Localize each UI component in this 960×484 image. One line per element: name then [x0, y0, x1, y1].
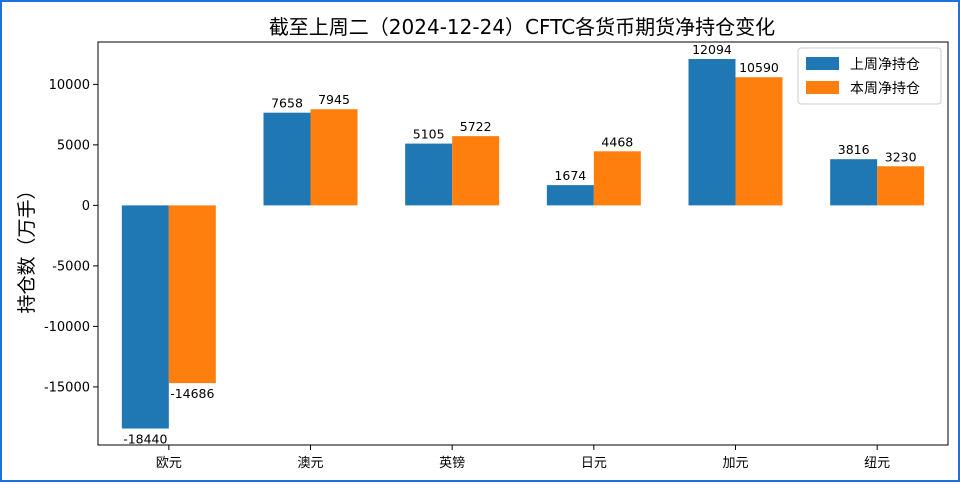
data-label: 5722 [460, 119, 492, 134]
bar [405, 143, 453, 206]
x-tick-label: 澳元 [297, 455, 323, 471]
y-tick-label: -10000 [44, 320, 90, 335]
data-label: 7658 [271, 96, 303, 111]
x-tick-label: 日元 [581, 456, 607, 471]
bar [735, 77, 783, 206]
y-tick-label: -15000 [44, 380, 90, 395]
legend-swatch [806, 81, 839, 94]
legend-label: 本周净持仓 [850, 81, 920, 97]
x-tick-label: 纽元 [864, 456, 890, 471]
y-tick-label: 10000 [49, 78, 90, 93]
bar [310, 109, 358, 206]
plot-area: -15000 -10000 -5000 0 5000 10000 -18440 7658 510… [44, 41, 949, 471]
y-tick-label: 0 [82, 199, 90, 214]
bar [877, 166, 925, 206]
x-tick-label: 英镑 [439, 455, 465, 471]
bar [452, 136, 500, 206]
bar [263, 112, 311, 206]
y-axis-label: 持仓数（万手） [16, 180, 38, 313]
bar [121, 205, 169, 429]
legend-swatch [806, 57, 839, 70]
data-label: 4468 [601, 134, 633, 149]
data-label: 3816 [838, 142, 870, 157]
axes-frame [97, 41, 949, 446]
data-label: 7945 [318, 92, 350, 107]
data-label: 1674 [554, 168, 586, 183]
legend-label: 上周净持仓 [850, 57, 920, 73]
bar [688, 59, 736, 206]
y-tick-label: 5000 [57, 138, 90, 153]
data-label: 10590 [739, 60, 779, 75]
bar [593, 151, 641, 206]
bar [168, 205, 216, 384]
data-label: -14686 [170, 386, 214, 401]
x-tick-label: 加元 [722, 456, 748, 471]
chart-title: 截至上周二（2024-12-24）CFTC各货币期货净持仓变化 [269, 15, 775, 39]
data-label: 12094 [692, 42, 732, 57]
x-tick-label: 欧元 [156, 456, 182, 471]
data-label: 3230 [885, 149, 917, 164]
data-label: 5105 [413, 127, 445, 142]
y-tick-label: -5000 [52, 259, 90, 274]
bar [830, 159, 878, 206]
data-label: -18440 [123, 432, 167, 447]
bar [546, 185, 594, 206]
